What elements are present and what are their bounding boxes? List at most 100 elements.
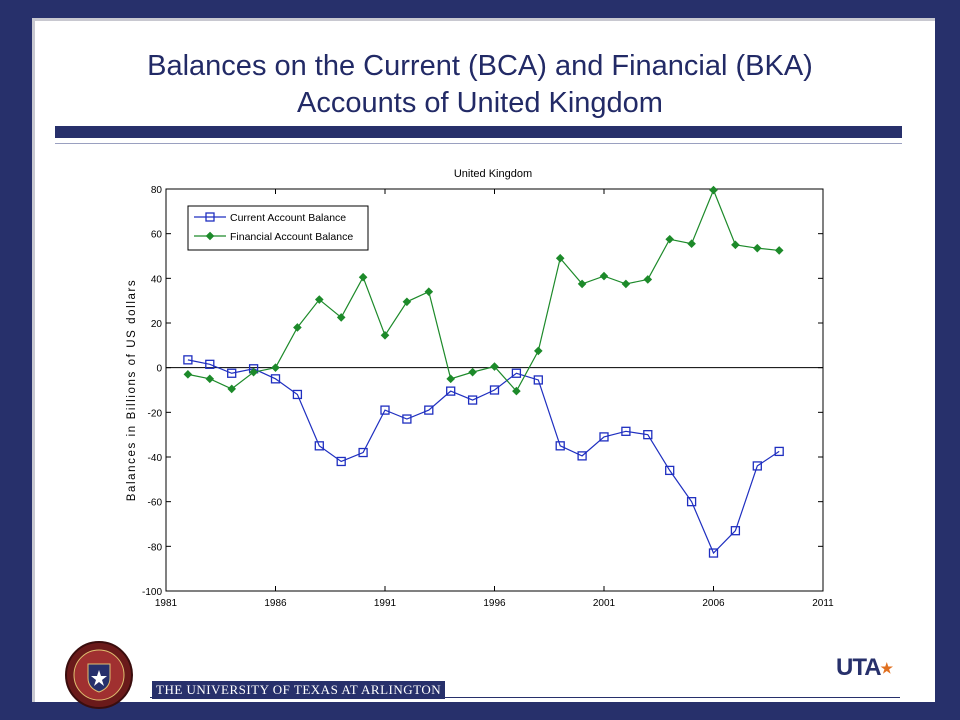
financial-account-point xyxy=(271,363,280,372)
financial-account-point xyxy=(227,384,237,394)
financial-account-point xyxy=(314,295,324,304)
legend-box xyxy=(187,205,369,251)
financial-account-point xyxy=(446,374,456,384)
financial-account-point xyxy=(577,279,587,289)
y-tick-label: 60 xyxy=(151,230,163,241)
slide-title: Balances on the Current (BCA) and Financ… xyxy=(60,48,900,122)
current-account-point xyxy=(227,368,237,378)
current-account-point xyxy=(686,497,697,507)
y-axis-label: Balances in Billions of US dollars xyxy=(126,279,138,502)
current-account-point xyxy=(665,465,675,476)
current-account-point xyxy=(336,456,346,467)
current-account-point xyxy=(446,386,456,396)
uta-logo-text: UTA xyxy=(836,654,882,681)
legend-financial-account-marker xyxy=(205,231,215,241)
financial-account-point xyxy=(774,246,784,255)
current-account-point xyxy=(599,432,609,442)
chart-title: United Kingdom xyxy=(454,168,532,180)
current-account-point xyxy=(424,405,434,415)
financial-account-point xyxy=(621,279,631,289)
x-tick-label: 2011 xyxy=(812,598,834,609)
legend-financial-account-label: Financial Account Balance xyxy=(230,231,353,243)
star-icon: ★ xyxy=(880,660,894,676)
current-account-point xyxy=(774,446,784,457)
x-tick-label: 2006 xyxy=(702,598,725,609)
slide-title-line-1: Balances on the Current (BCA) and Financ… xyxy=(147,50,813,82)
financial-account-point xyxy=(249,367,258,377)
slide-title-line-2: Accounts of United Kingdom xyxy=(297,87,663,119)
frame-bottom-bar xyxy=(0,702,960,720)
current-account-point xyxy=(183,355,193,365)
current-account-point xyxy=(511,368,522,378)
financial-account-point xyxy=(665,234,675,244)
legend-current-account-label: Current Account Balance xyxy=(230,212,346,224)
financial-account-point xyxy=(490,362,499,371)
title-underline-thin xyxy=(55,143,902,144)
current-account-point xyxy=(752,461,762,471)
financial-account-point xyxy=(336,313,346,322)
y-tick-label: -80 xyxy=(148,542,163,553)
financial-account-point xyxy=(358,272,368,282)
legend: Current Account Balance Financial Account… xyxy=(187,205,369,251)
financial-account-point xyxy=(293,323,302,332)
financial-account-point xyxy=(709,185,718,195)
financial-account-point xyxy=(380,330,390,340)
frame-left-bar xyxy=(0,0,32,720)
financial-account-point xyxy=(183,370,193,379)
financial-account-point xyxy=(402,297,412,307)
current-account-point xyxy=(643,430,653,440)
frame-right-bar xyxy=(935,0,960,720)
financial-account-point xyxy=(643,275,653,284)
y-tick-label: -60 xyxy=(148,498,163,509)
current-account-point xyxy=(270,374,281,384)
financial-account-point xyxy=(555,253,565,263)
footer-university-name: THE UNIVERSITY OF TEXAS AT ARLINGTON xyxy=(152,681,446,699)
current-account-point xyxy=(292,389,303,400)
legend-current-account-marker xyxy=(205,212,215,222)
current-account-point xyxy=(402,414,412,424)
financial-account-point xyxy=(731,240,740,250)
uta-logo: UTA★ xyxy=(836,654,894,682)
x-tick-label: 1981 xyxy=(155,598,178,609)
financial-account-line xyxy=(187,188,780,393)
current-account-point xyxy=(489,385,500,395)
y-tick-label: -40 xyxy=(148,453,163,464)
current-account-point xyxy=(577,451,587,461)
financial-account-point xyxy=(752,243,762,253)
current-account-point xyxy=(380,405,390,415)
y-tick-label: 80 xyxy=(151,185,163,196)
y-tick-label: -100 xyxy=(142,587,162,598)
current-account-point xyxy=(730,526,741,536)
current-account-point xyxy=(205,359,215,369)
x-tick-label: 1986 xyxy=(264,598,287,609)
x-tick-label: 1996 xyxy=(483,598,506,609)
current-account-point xyxy=(314,441,324,451)
current-account-point xyxy=(621,426,631,436)
financial-account-point xyxy=(687,239,696,249)
y-tick-label: 40 xyxy=(151,274,163,285)
y-tick-label: 0 xyxy=(156,364,162,375)
current-account-point xyxy=(708,548,719,558)
financial-account-point xyxy=(599,271,609,281)
financial-account-point xyxy=(205,374,215,384)
current-account-line xyxy=(187,359,780,555)
current-account-point xyxy=(533,375,543,385)
university-seal xyxy=(65,641,133,709)
current-account-point xyxy=(555,441,565,451)
current-account-point xyxy=(358,447,368,458)
x-tick-label: 2001 xyxy=(593,598,616,609)
financial-account-point xyxy=(468,367,477,377)
financial-account-point xyxy=(512,386,521,396)
x-tick-label: 1991 xyxy=(374,598,397,609)
current-account-point xyxy=(467,395,478,405)
footer-rule xyxy=(150,697,900,698)
y-tick-label: -20 xyxy=(148,408,163,419)
y-tick-label: 20 xyxy=(151,319,163,330)
financial-account-point xyxy=(424,287,434,297)
title-underline-bar xyxy=(55,126,902,138)
frame-top-bar xyxy=(0,0,960,18)
financial-account-point xyxy=(533,346,543,356)
